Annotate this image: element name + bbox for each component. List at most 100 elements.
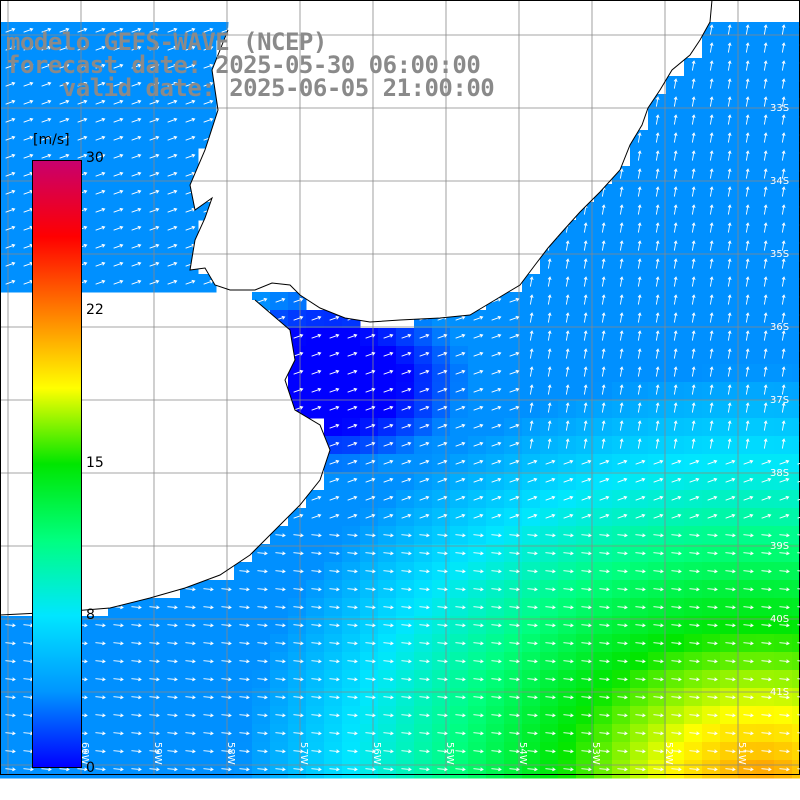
- wind-cell: [792, 184, 800, 203]
- wind-arrow: [59, 27, 70, 33]
- wind-arrow: [113, 171, 124, 177]
- legend-tick-15: 15: [86, 455, 104, 471]
- wind-arrow: [763, 204, 768, 215]
- wind-arrow: [113, 153, 124, 159]
- wind-cell: [792, 202, 800, 221]
- lon-label: 56W: [371, 742, 382, 765]
- wind-arrow: [673, 132, 678, 143]
- wind-arrow: [637, 204, 642, 215]
- wind-arrow: [59, 99, 70, 105]
- wind-cell: [792, 742, 800, 761]
- wind-cell: [792, 652, 800, 671]
- wind-cell: [792, 256, 800, 275]
- wind-arrow: [113, 27, 124, 33]
- wind-arrow: [5, 135, 16, 141]
- wind-arrow: [131, 189, 142, 195]
- wind-arrow: [131, 27, 142, 33]
- wind-arrow: [167, 45, 178, 51]
- wind-arrow: [781, 114, 786, 125]
- wind-arrow: [113, 189, 124, 195]
- wind-arrow: [95, 207, 106, 213]
- wind-arrow: [709, 114, 714, 125]
- wind-arrow: [5, 117, 16, 123]
- wind-arrow: [763, 60, 768, 71]
- wind-arrow: [5, 81, 16, 87]
- wind-arrow: [185, 81, 196, 87]
- wind-arrow: [781, 186, 786, 197]
- wind-arrow: [41, 27, 52, 33]
- wind-arrow: [763, 150, 768, 161]
- color-scale-bar: [32, 160, 82, 768]
- wind-arrow: [745, 150, 750, 161]
- wind-arrow: [59, 135, 70, 141]
- wind-cell: [792, 706, 800, 725]
- wind-arrow: [691, 60, 696, 71]
- lon-label: 53W: [590, 742, 601, 765]
- wind-cell: [792, 598, 800, 617]
- wind-cell: [792, 670, 800, 689]
- legend-tick-22: 22: [86, 302, 104, 318]
- wind-arrow: [745, 96, 750, 107]
- wind-arrow: [601, 204, 606, 215]
- wind-arrow: [203, 207, 214, 213]
- wind-arrow: [5, 225, 16, 231]
- wind-arrow: [77, 63, 88, 69]
- wind-arrow: [95, 135, 106, 141]
- wind-arrow: [655, 150, 660, 161]
- wind-arrows: [5, 24, 800, 772]
- wind-arrow: [95, 81, 106, 87]
- wind-cell: [792, 418, 800, 437]
- wind-cell: [792, 634, 800, 653]
- wind-arrow: [781, 60, 786, 71]
- wind-arrow: [5, 189, 16, 195]
- wind-arrow: [23, 153, 34, 159]
- lat-label: 36S: [770, 322, 789, 333]
- wind-arrow: [149, 63, 160, 69]
- wind-arrow: [709, 60, 714, 71]
- wind-arrow: [149, 99, 160, 105]
- wind-arrow: [113, 207, 124, 213]
- wind-arrow: [41, 99, 52, 105]
- wind-arrow: [727, 60, 732, 71]
- wind-arrow: [149, 135, 160, 141]
- wind-cell: [792, 526, 800, 545]
- wind-arrow: [727, 42, 732, 53]
- wind-arrow: [691, 114, 696, 125]
- wind-arrow: [131, 171, 142, 177]
- wind-arrow: [691, 168, 696, 179]
- wind-cell: [792, 346, 800, 365]
- wind-arrow: [23, 135, 34, 141]
- lon-label: 58W: [225, 742, 236, 765]
- wind-arrow: [709, 96, 714, 107]
- wind-arrow: [673, 96, 678, 107]
- lat-label: 41S: [770, 687, 789, 698]
- wind-arrow: [619, 204, 624, 215]
- wind-arrow: [23, 117, 34, 123]
- wind-arrow: [149, 45, 160, 51]
- wind-arrow: [131, 117, 142, 123]
- wind-arrow: [5, 99, 16, 105]
- wind-arrow: [763, 96, 768, 107]
- wind-arrow: [41, 117, 52, 123]
- wind-arrow: [655, 186, 660, 197]
- wind-arrow: [59, 63, 70, 69]
- wind-arrow: [763, 42, 768, 53]
- wind-arrow: [5, 27, 16, 33]
- wind-arrow: [185, 153, 196, 159]
- wind-arrow: [41, 63, 52, 69]
- wind-cell: [792, 58, 800, 77]
- wind-arrow: [167, 135, 178, 141]
- wind-arrow: [5, 153, 16, 159]
- wind-arrow: [167, 153, 178, 159]
- wind-arrow: [167, 171, 178, 177]
- wind-cell: [792, 238, 800, 257]
- wind-arrow: [59, 117, 70, 123]
- wind-arrow: [5, 207, 16, 213]
- lat-label: 39S: [770, 541, 789, 552]
- wind-arrow: [655, 132, 660, 143]
- wind-arrow: [673, 78, 678, 89]
- lon-label: 54W: [517, 742, 528, 765]
- lon-label: 52W: [663, 742, 674, 765]
- wind-arrow: [77, 27, 88, 33]
- wind-cell: [792, 148, 800, 167]
